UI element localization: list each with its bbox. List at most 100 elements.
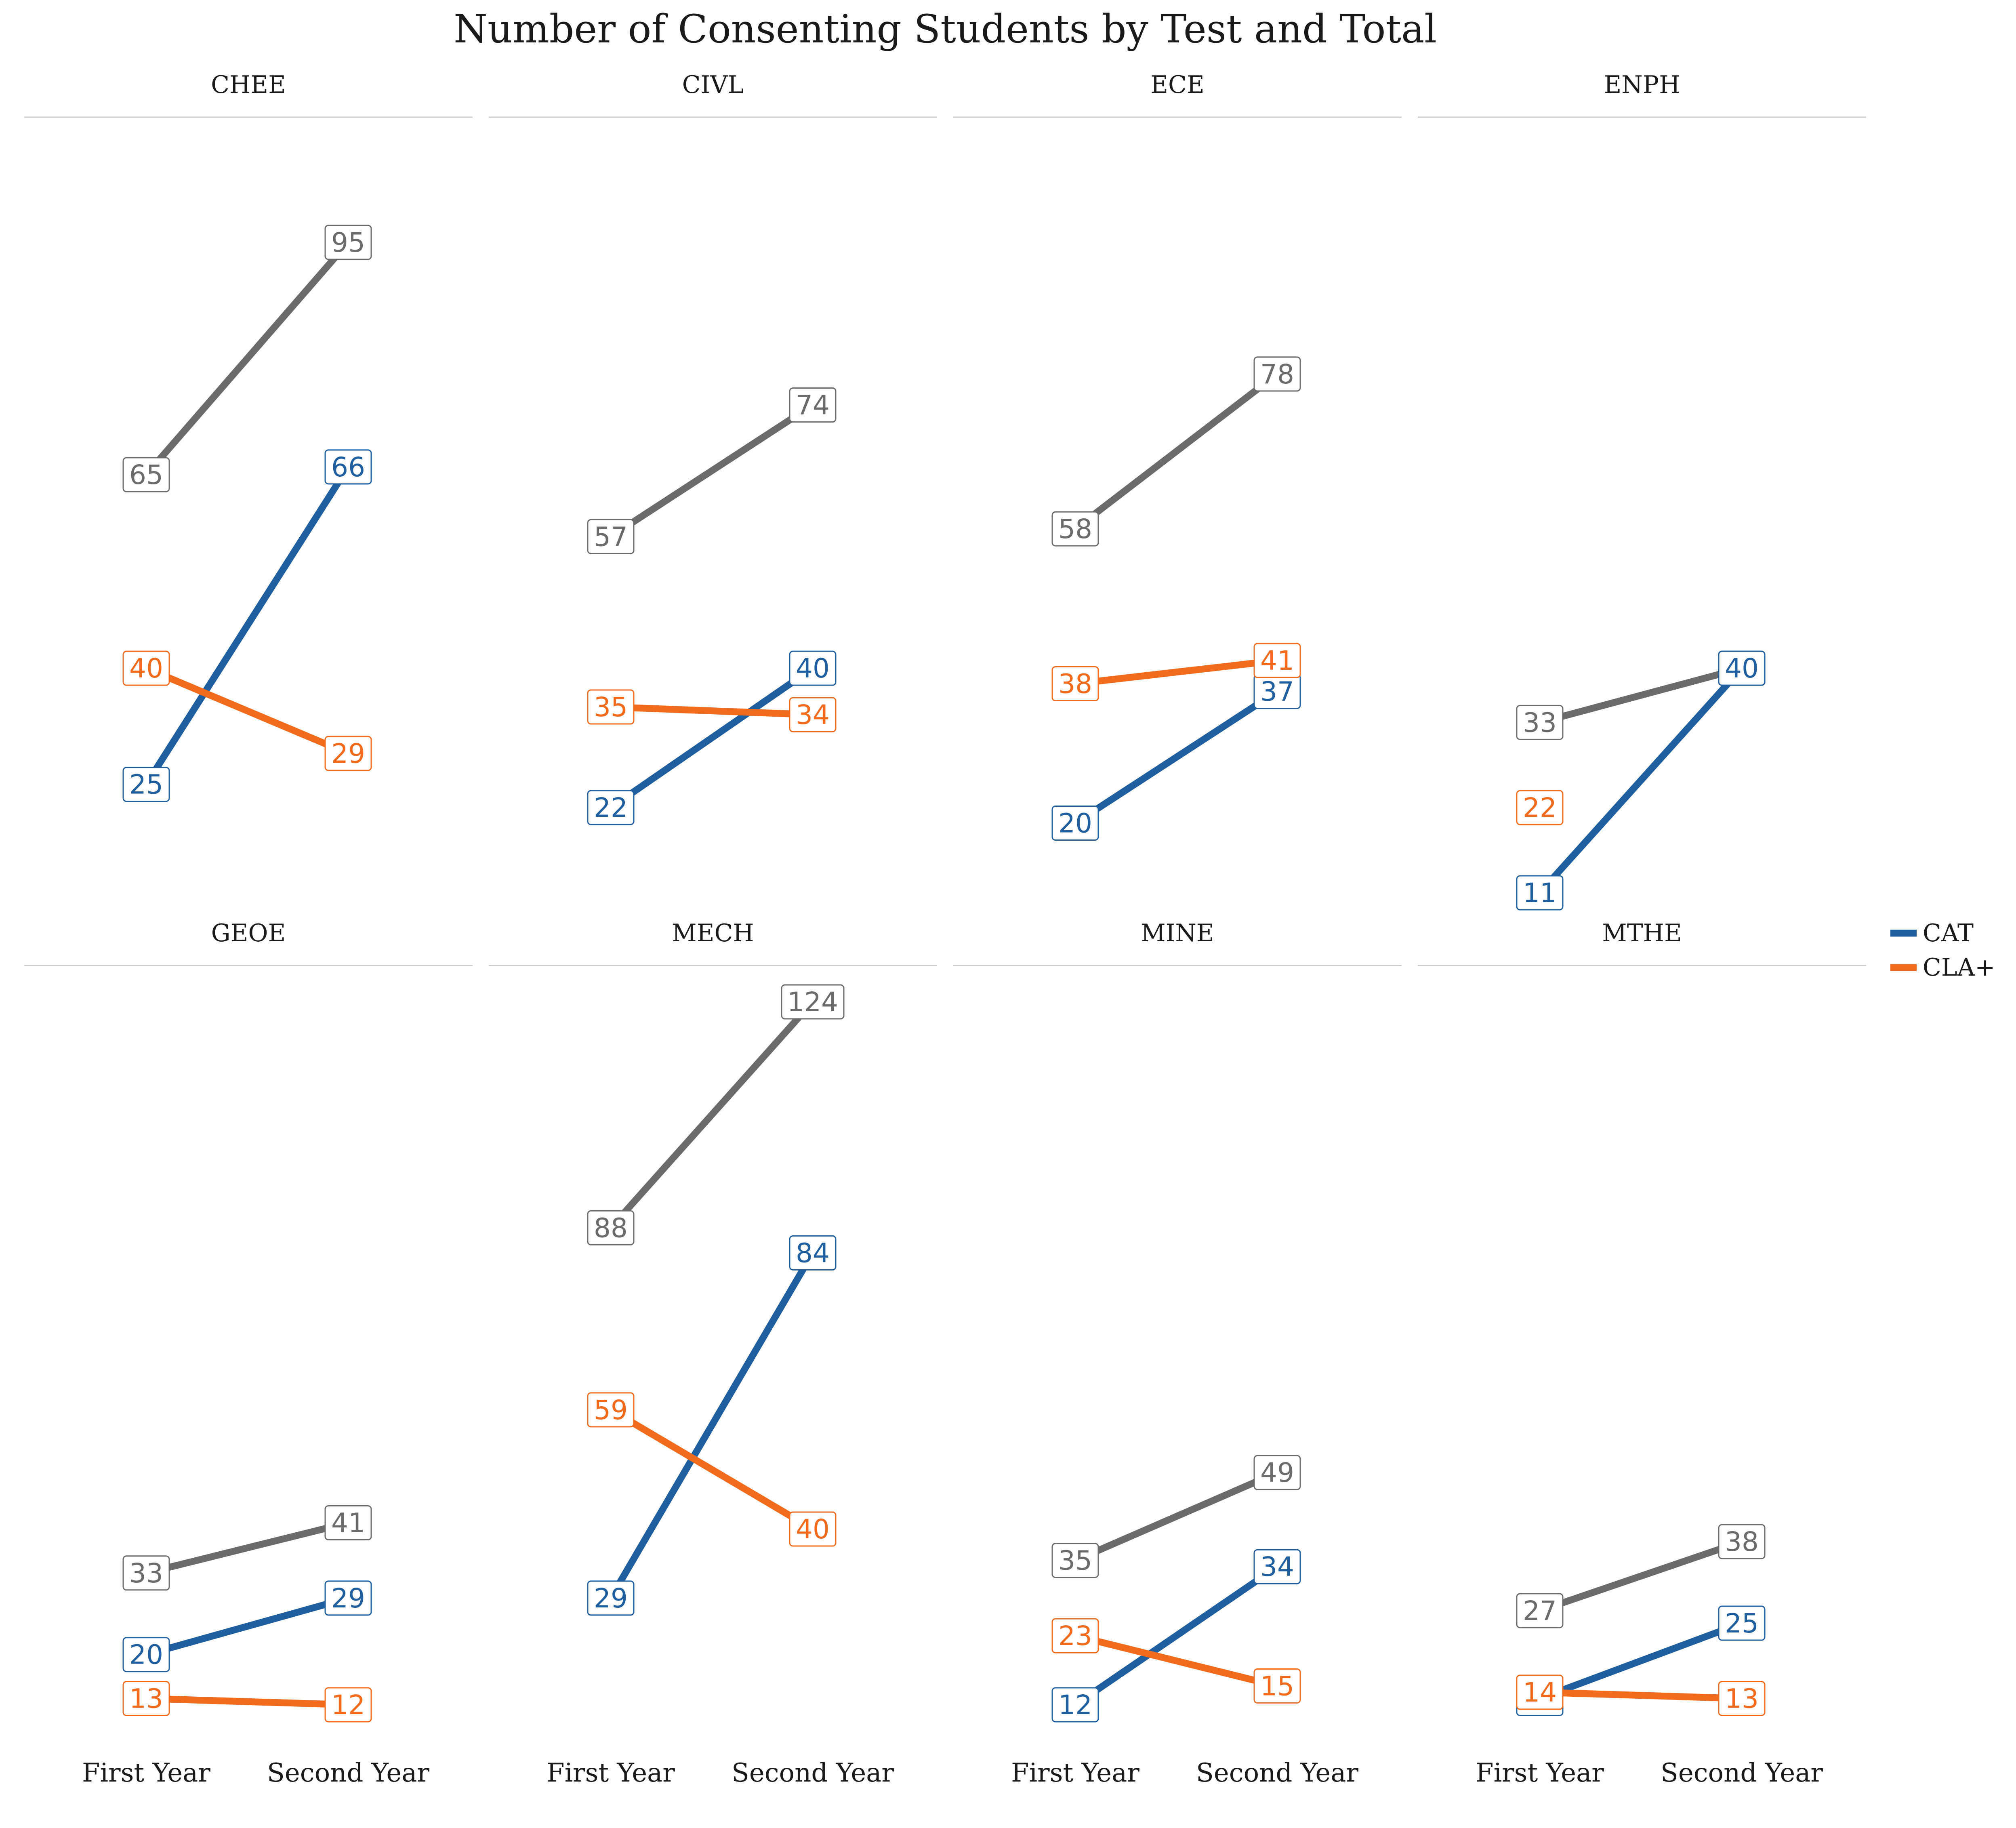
series-line-cat <box>1539 1620 1743 1702</box>
data-label-box <box>1051 511 1099 547</box>
data-label-cat: 34 <box>1253 1549 1301 1584</box>
data-label-text: 11 <box>1523 877 1557 909</box>
data-label-box <box>1051 1543 1099 1578</box>
data-label-total: 124 <box>781 984 845 1020</box>
series-line-total <box>609 402 815 540</box>
facet-geoe: GEOE 33 41 20 29 13 12 First Year Second Year <box>24 919 473 1788</box>
data-label-box <box>324 1687 372 1723</box>
data-label-text: 95 <box>331 227 365 258</box>
facet-strip-label: MINE <box>1141 919 1214 947</box>
data-label-text: 57 <box>594 521 628 552</box>
facet-strip-label: GEOE <box>211 919 286 947</box>
data-label-box <box>1718 1524 1766 1559</box>
data-label-cat: 84 <box>789 1235 837 1271</box>
data-label-total: 33 <box>1516 705 1564 740</box>
x-tick-label: Second Year <box>732 1758 894 1788</box>
data-label-box <box>587 519 635 554</box>
data-label-cla: 29 <box>324 736 372 771</box>
data-label-box <box>1253 1455 1301 1490</box>
data-label-cat: 22 <box>587 790 635 825</box>
facets: CHEE 65 95 25 66 40 29 CIVL 57 74 22 40 35 34 ECE 58 78 2… <box>24 71 1866 1788</box>
data-label-text: 20 <box>129 1639 163 1670</box>
legend-label: CLA+ <box>1923 953 1995 982</box>
data-label-cla: 13 <box>122 1681 170 1716</box>
x-tick-label: Second Year <box>1196 1758 1358 1788</box>
data-label-box <box>1253 1668 1301 1704</box>
data-label-text: 33 <box>1523 707 1557 738</box>
series-line-cat <box>145 1595 349 1658</box>
data-label-cla: 40 <box>122 650 170 686</box>
data-label-box <box>1718 1605 1766 1641</box>
series-line-cla <box>610 703 813 718</box>
data-label-total: 88 <box>587 1210 635 1245</box>
data-label-text: 15 <box>1260 1670 1294 1702</box>
x-tick-label: First Year <box>1476 1758 1604 1788</box>
data-label-box <box>324 1580 372 1616</box>
legend-label: CAT <box>1923 919 1974 947</box>
data-label-text: 27 <box>1523 1595 1557 1626</box>
facet-strip-label: CIVL <box>682 71 744 99</box>
series-line-total <box>1539 1538 1743 1614</box>
data-label-text: 40 <box>129 653 163 684</box>
series-line-cat <box>1537 666 1745 895</box>
facet-strip-label: CHEE <box>211 71 286 99</box>
data-label-cat: 40 <box>789 650 837 686</box>
data-label-cat: 25 <box>122 767 170 802</box>
data-label-box <box>122 650 170 686</box>
series-line-total <box>608 999 816 1230</box>
data-label-box <box>789 1511 837 1547</box>
series-line-cat <box>1073 688 1279 826</box>
data-label-cla: 12 <box>324 1687 372 1723</box>
data-label-cla: 23 <box>1051 1618 1099 1653</box>
data-label-box <box>789 387 837 423</box>
facet-ece: ECE 58 78 20 37 38 41 <box>953 71 1402 841</box>
data-label-box <box>1051 1618 1099 1653</box>
legend: CAT CLA+ <box>1890 919 1995 982</box>
data-label-box <box>789 1235 837 1271</box>
x-tick-label: First Year <box>1011 1758 1139 1788</box>
data-label-cla: 41 <box>1253 643 1301 678</box>
facet-enph: ENPH3340114022 <box>1418 71 1866 911</box>
data-label-cla: 22 <box>1516 790 1564 825</box>
x-tick-label: Second Year <box>1661 1758 1823 1788</box>
data-label-text: 41 <box>1260 645 1294 676</box>
data-label-total: 74 <box>789 387 837 423</box>
data-label-text: 38 <box>1725 1526 1759 1557</box>
data-label-total: 49 <box>1253 1455 1301 1490</box>
data-label-text: 78 <box>1260 359 1294 390</box>
data-label-text: 35 <box>1058 1545 1092 1576</box>
data-label-text: 34 <box>1260 1551 1294 1582</box>
data-label-box <box>781 984 845 1020</box>
data-label-cat: 11 <box>1516 875 1564 911</box>
legend-item-cat: CAT <box>1890 919 1974 947</box>
data-label-text: 88 <box>594 1212 628 1243</box>
facet-strip-label: ECE <box>1150 71 1205 99</box>
series-line-cla <box>145 665 350 757</box>
data-label-text: 40 <box>1725 653 1759 684</box>
series-line-cla <box>146 1695 349 1708</box>
series-line-total <box>1073 371 1280 532</box>
data-label-text: 34 <box>796 699 830 730</box>
data-label-total: 57 <box>587 519 635 554</box>
data-label-box <box>1718 1681 1766 1716</box>
data-label-text: 65 <box>129 459 163 490</box>
data-label-total: 65 <box>122 457 170 492</box>
data-label-text: 13 <box>1725 1683 1759 1714</box>
legend-item-cla: CLA+ <box>1890 953 1995 982</box>
data-label-box <box>789 650 837 686</box>
data-label-cat: 29 <box>324 1580 372 1616</box>
data-label-text: 74 <box>796 390 830 421</box>
facet-mech: MECH 88 124 29 84 59 40 First Year Second Year <box>489 919 937 1788</box>
chart-title: Number of Consenting Students by Test an… <box>454 6 1437 52</box>
facet-chee: CHEE 65 95 25 66 40 29 <box>24 71 473 802</box>
x-tick-label: Second Year <box>267 1758 429 1788</box>
data-label-text: 25 <box>129 769 163 800</box>
data-label-cla: 40 <box>789 1511 837 1547</box>
data-label-total: 58 <box>1051 511 1099 547</box>
series-line-cat <box>609 665 815 811</box>
data-label-cla: 14 <box>1516 1674 1564 1710</box>
data-label-text: 37 <box>1260 676 1294 707</box>
data-label-text: 38 <box>1058 669 1092 700</box>
data-label-text: 25 <box>1725 1608 1759 1639</box>
data-label-text: 29 <box>331 738 365 769</box>
